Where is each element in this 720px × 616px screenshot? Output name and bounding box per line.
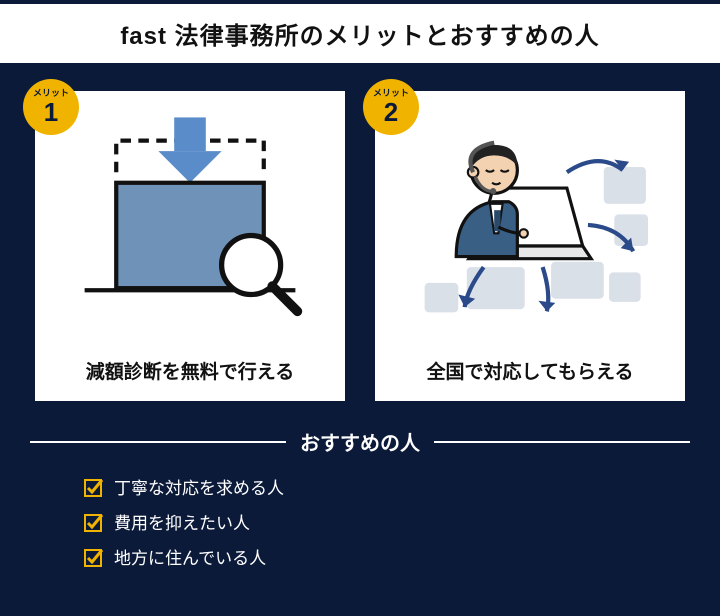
divider-line [434,441,690,443]
recommend-item: 丁寧な対応を求める人 [84,474,690,499]
main-panel: メリット 1 [0,67,720,616]
recommend-list: 丁寧な対応を求める人 費用を抑えたい人 地方に住んでいる人 [30,474,690,569]
merit-card-1: メリット 1 [35,91,345,401]
recommend-title: おすすめの人 [300,427,420,456]
merit-cards: メリット 1 [30,91,690,401]
recommend-item: 地方に住んでいる人 [84,544,690,569]
card-1-caption: 減額診断を無料で行える [35,341,345,406]
checkbox-icon [84,477,104,497]
recommend-item-text: 地方に住んでいる人 [114,544,266,569]
merit-badge-1: メリット 1 [23,79,79,135]
checkbox-icon [84,547,104,567]
merit-badge-2: メリット 2 [363,79,419,135]
recommend-item-text: 費用を抑えたい人 [114,509,250,534]
badge-number: 1 [44,99,58,125]
card-2-illustration [375,91,685,341]
recommend-item: 費用を抑えたい人 [84,509,690,534]
divider-line [30,441,286,443]
page-title: fast 法律事務所のメリットとおすすめの人 [0,16,720,51]
checkbox-icon [84,512,104,532]
recommend-item-text: 丁寧な対応を求める人 [114,474,284,499]
recommend-header: おすすめの人 [30,427,690,456]
card-1-illustration [35,91,345,341]
badge-number: 2 [384,99,398,125]
magnifier-icon [222,235,298,311]
reduction-diagnosis-icon [53,109,327,341]
recommend-section: おすすめの人 丁寧な対応を求める人 費用を抑えたい人 [30,427,690,569]
infographic-root: fast 法律事務所のメリットとおすすめの人 メリット 1 [0,0,720,616]
card-2-caption: 全国で対応してもらえる [375,341,685,406]
title-bar: fast 法律事務所のメリットとおすすめの人 [0,0,720,67]
merit-card-2: メリット 2 [375,91,685,401]
nationwide-support-icon [393,109,667,341]
